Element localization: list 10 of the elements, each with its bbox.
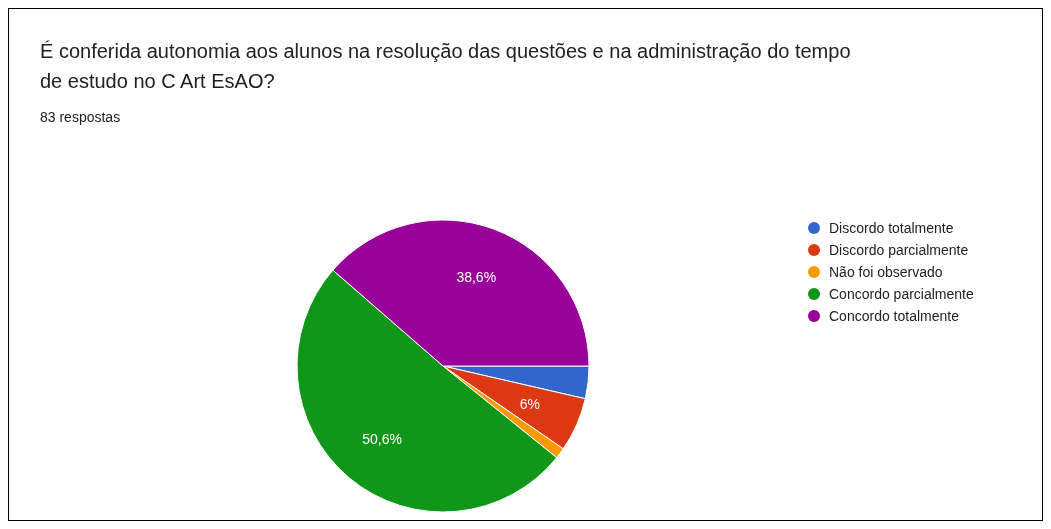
data-label: 6% [519,396,540,413]
legend-label: Concordo totalmente [829,307,960,324]
legend-label: Discordo totalmente [829,219,954,236]
chart-title: É conferida autonomia aos alunos na resolução das questões e na administração do tempo de estudo no C Art EsAO? [40,40,851,92]
data-label: 38,6% [456,269,497,286]
text: 83 respostas [40,109,121,125]
legend-label: Discordo parcialmente [829,241,969,258]
legend-label: Concordo parcialmente [829,285,974,302]
legend-label: Não foi observado [829,263,943,280]
data-label: 50,6% [362,430,402,447]
